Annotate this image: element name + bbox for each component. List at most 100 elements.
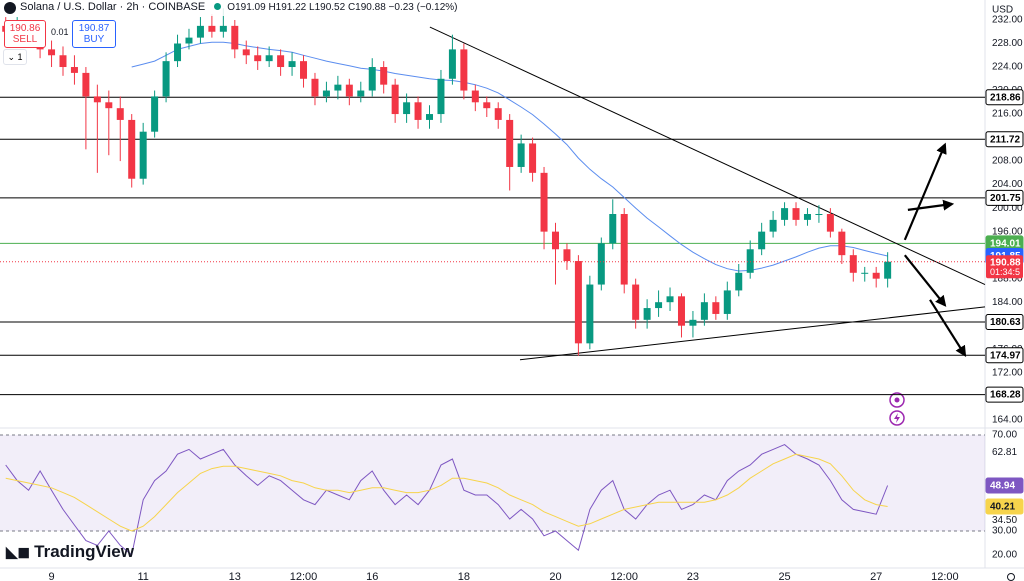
candle-body xyxy=(322,90,330,97)
candle-body xyxy=(334,84,342,91)
candle-body xyxy=(551,231,559,250)
candle-body xyxy=(826,214,834,232)
candle-body xyxy=(769,219,777,232)
interval-toggle[interactable]: ⌄ 1 xyxy=(3,49,27,65)
candle-body xyxy=(208,25,216,32)
brand-logo: ◣◼ xyxy=(6,544,35,561)
candle-body xyxy=(735,272,743,291)
rsi-line xyxy=(5,453,888,532)
candle-body xyxy=(82,72,90,97)
price-tag-label: 168.28 xyxy=(990,390,1021,401)
candle-body xyxy=(620,214,628,285)
rsi-tick-label: 34.50 xyxy=(992,515,1017,526)
candle-body xyxy=(403,102,411,115)
candle-body xyxy=(712,302,720,314)
price-tag-label: 201.75 xyxy=(990,193,1021,204)
candle-body xyxy=(357,90,365,97)
y-tick-label: 216.00 xyxy=(992,109,1023,120)
candle-body xyxy=(368,67,376,91)
candle-body xyxy=(277,55,285,68)
price-tag-label: 174.97 xyxy=(990,350,1021,361)
candle-body xyxy=(426,114,434,120)
candle-body xyxy=(254,55,262,62)
candle-body xyxy=(563,249,571,262)
candle-body xyxy=(689,319,697,326)
arrow xyxy=(903,254,947,307)
candle-body xyxy=(437,78,445,115)
buy-button[interactable]: 190.87 BUY xyxy=(72,20,116,48)
candle-body xyxy=(529,143,537,173)
candle-body xyxy=(93,96,101,103)
candle-body xyxy=(116,108,124,120)
y-tick-label: 200.00 xyxy=(992,203,1023,214)
arrow xyxy=(903,142,947,241)
sell-button[interactable]: 190.86 SELL xyxy=(4,20,46,48)
x-tick-label: 9 xyxy=(48,571,54,581)
price-tag xyxy=(985,498,1024,515)
symbol[interactable]: Solana / U.S. Dollar · 2h · COINBASE xyxy=(20,0,206,13)
price-tag-label: 190.88 xyxy=(990,257,1021,268)
x-tick-label: 11 xyxy=(137,571,148,581)
x-tick-label: 13 xyxy=(229,571,241,581)
candle-body xyxy=(700,302,708,320)
countdown: 01:34:5 xyxy=(990,267,1020,277)
x-tick-label: 16 xyxy=(366,571,378,581)
spread: 0.01 xyxy=(51,27,69,37)
candle-body xyxy=(586,284,594,344)
candle-body xyxy=(655,302,663,309)
rsi-tick-label: 70.00 xyxy=(992,430,1017,441)
price-tag xyxy=(985,477,1024,494)
y-tick-label: 172.00 xyxy=(992,367,1023,378)
price-tag xyxy=(985,347,1024,364)
candle-body xyxy=(391,84,399,115)
y-tick-label: 232.00 xyxy=(992,15,1023,26)
rsi-tick-label: 20.00 xyxy=(992,550,1017,561)
candle-body xyxy=(723,290,731,314)
candle-body xyxy=(666,296,674,303)
price-tag xyxy=(985,386,1024,403)
candle-body xyxy=(128,119,136,179)
x-tick-label: 12:00 xyxy=(290,571,318,581)
arrow xyxy=(907,199,955,211)
candle-body xyxy=(884,261,892,279)
buy-price: 190.87 xyxy=(78,23,110,34)
price-tag-label: 211.72 xyxy=(990,134,1020,145)
candle-body xyxy=(483,102,491,109)
x-tick-label: 23 xyxy=(687,571,699,581)
candle-body xyxy=(849,255,857,273)
y-tick-label: 188.00 xyxy=(992,273,1023,284)
candle-body xyxy=(231,25,239,50)
trendline xyxy=(429,26,986,286)
candle-body xyxy=(803,214,811,220)
header-bar: Solana / U.S. Dollar · 2h · COINBASE O19… xyxy=(0,0,457,16)
candle-body xyxy=(174,43,182,62)
price-tag xyxy=(985,313,1024,330)
candle-body xyxy=(758,231,766,250)
candle-body xyxy=(59,55,67,68)
alert-icon-bolt xyxy=(894,413,900,423)
price-tag-label: 180.63 xyxy=(990,317,1021,328)
y-tick-label: 228.00 xyxy=(992,38,1023,49)
buy-label: BUY xyxy=(83,34,105,45)
candle-body xyxy=(517,143,525,167)
price-tag xyxy=(985,189,1024,206)
candle-body xyxy=(506,119,514,167)
market-status xyxy=(214,2,222,10)
candle-body xyxy=(540,172,548,232)
candle-body xyxy=(300,61,308,79)
candle-body xyxy=(414,102,422,120)
candle-body xyxy=(872,272,880,279)
candle-body xyxy=(311,78,319,97)
candle-body xyxy=(609,214,617,244)
ohlc: O191.09 H191.22 L190.52 C190.88 −0.23 (−… xyxy=(227,1,458,13)
y-tick-label: 164.00 xyxy=(992,414,1023,425)
candle-body xyxy=(746,249,754,273)
y-tick-label: 208.00 xyxy=(992,156,1023,167)
x-tick-label: 25 xyxy=(778,571,790,581)
candle-body xyxy=(574,261,582,344)
symbol-icon xyxy=(4,2,16,14)
candle-body xyxy=(781,208,789,220)
price-tag xyxy=(986,255,1023,279)
